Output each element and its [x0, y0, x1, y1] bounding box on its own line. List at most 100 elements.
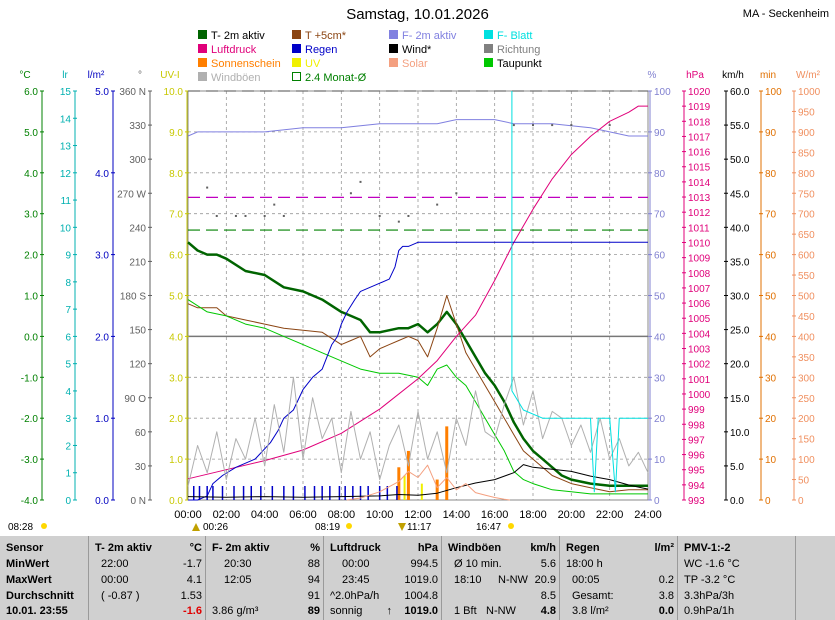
axis-tick-lr: 7: [65, 305, 71, 316]
axis-unit-wind: km/h: [722, 70, 744, 81]
station-name: MA - Seckenheim: [742, 8, 829, 20]
sunshine-bar: [435, 479, 439, 500]
axis-tick-lr: 11: [61, 196, 72, 207]
axis-unit-hum: %: [648, 70, 657, 81]
axis-tick-hum: 10: [654, 455, 666, 466]
axis-tick-min: 80: [765, 169, 777, 180]
axis-tick-lr: 8: [65, 278, 71, 289]
direction-point: [282, 214, 285, 217]
axis-tick-min: 0: [765, 496, 771, 507]
axis-tick-uv: 2.0: [169, 414, 183, 425]
axis-tick-solar: 400: [798, 332, 815, 343]
axis-tick-hum: 0: [654, 496, 660, 507]
axis-tick-hum: 40: [654, 332, 666, 343]
axis-tick-dir: 300: [129, 155, 146, 166]
axis-tick-temp: 6.0: [24, 87, 38, 98]
axis-tick-press: 1020: [688, 87, 711, 98]
direction-point: [206, 186, 209, 189]
sun-dawn-time: 08:28: [8, 522, 33, 533]
sunshine-bar: [397, 467, 401, 500]
press-max-time: 23:45: [342, 574, 370, 586]
series-t-5cm-: [187, 295, 648, 493]
press-trend: ^2.0hPa/h: [330, 590, 380, 602]
axis-unit-press: hPa: [686, 70, 704, 81]
axis-tick-press: 1005: [688, 314, 711, 325]
axis-tick-uv: 8.0: [169, 169, 183, 180]
axis-tick-rain: 3.0: [95, 251, 109, 262]
series-solar: [347, 464, 511, 501]
hum-min-time: 20:30: [224, 558, 252, 570]
axis-tick-temp: 4.0: [24, 169, 38, 180]
axis-tick-wind: 35.0: [730, 257, 750, 268]
axis-tick-min: 100: [765, 87, 782, 98]
temp-avg: 1.53: [180, 590, 202, 602]
axis-tick-temp: 0.0: [24, 332, 38, 343]
axis-tick-solar: 450: [798, 312, 815, 323]
axis-tick-uv: 7.0: [169, 210, 183, 221]
axis-tick-uv: 9.0: [169, 128, 183, 139]
hum-head: F- 2m aktiv: [212, 542, 270, 554]
x-tick-label: 06:00: [289, 509, 317, 521]
summary-col-press: Luftdruck hPa 00:00 994.5 23:45 1019.0 ^2.0…: [323, 536, 442, 620]
axis-tick-solar: 550: [798, 271, 815, 282]
axis-tick-hum: 60: [654, 251, 666, 262]
axis-tick-lr: 9: [65, 251, 71, 262]
axis-tick-press: 1009: [688, 254, 711, 265]
x-tick-label: 18:00: [519, 509, 547, 521]
axis-tick-temp: 1.0: [24, 292, 38, 303]
direction-point: [378, 214, 381, 217]
sunshine-bar: [406, 450, 410, 500]
x-tick-label: 24:00: [634, 509, 662, 521]
series-f-2m-aktiv: [187, 119, 648, 137]
legend-label: T +5cm*: [305, 30, 347, 42]
temp-max: 4.1: [186, 574, 202, 586]
axis-tick-solar: 850: [798, 148, 815, 159]
axis-tick-hum: 30: [654, 373, 666, 384]
hum-min: 88: [307, 558, 320, 570]
gust-avg10: 5.6: [540, 558, 556, 570]
direction-point: [273, 203, 276, 206]
legend-swatch: [292, 30, 301, 39]
rain-head: Regen: [566, 542, 600, 554]
axis-tick-solar: 900: [798, 128, 815, 139]
axis-tick-uv: 10.0: [164, 87, 184, 98]
axis-tick-press: 1002: [688, 360, 711, 371]
direction-point: [436, 203, 439, 206]
legend-label: F- Blatt: [497, 30, 532, 42]
legend-label: Taupunkt: [497, 58, 542, 70]
legend-swatch: [198, 44, 207, 53]
axis-tick-temp: 2.0: [24, 251, 38, 262]
pmv-head: PMV-1:-2: [684, 542, 731, 554]
axis-tick-hum: 50: [654, 292, 666, 303]
axis-tick-press: 993: [688, 496, 705, 507]
axis-tick-hum: 100: [654, 87, 671, 98]
axis-tick-solar: 300: [798, 373, 815, 384]
legend-label: Wind*: [402, 44, 432, 56]
axis-tick-press: 997: [688, 435, 705, 446]
axis-tick-solar: 750: [798, 189, 815, 200]
x-tick-label: 14:00: [443, 509, 471, 521]
axis-tick-uv: 6.0: [169, 251, 183, 262]
axis-tick-solar: 650: [798, 230, 815, 241]
axis-tick-dir: 360 N: [119, 87, 146, 98]
axis-tick-dir: 30: [135, 462, 147, 473]
gust-current: 4.8: [540, 605, 556, 617]
axis-tick-lr: 10: [60, 223, 72, 234]
legend-label: Richtung: [497, 44, 540, 56]
axis-unit-dir: °: [138, 70, 142, 81]
rain-total: 3.8: [658, 590, 674, 602]
x-tick-label: 04:00: [251, 509, 279, 521]
axis-unit-lr: lr: [62, 70, 68, 81]
legend-label: T- 2m aktiv: [211, 30, 265, 42]
axis-tick-press: 1015: [688, 163, 711, 174]
direction-point: [455, 192, 458, 195]
axis-tick-dir: 150: [129, 326, 146, 337]
axis-tick-uv: 5.0: [169, 292, 183, 303]
x-tick-label: 20:00: [558, 509, 586, 521]
temp-unit: °C: [189, 542, 202, 554]
gust-avg-label: Ø 10 min.: [454, 558, 502, 570]
axis-tick-lr: 14: [60, 114, 72, 125]
axis-tick-wind: 15.0: [730, 394, 750, 405]
axis-tick-lr: 6: [65, 332, 71, 343]
axis-tick-press: 1006: [688, 299, 711, 310]
